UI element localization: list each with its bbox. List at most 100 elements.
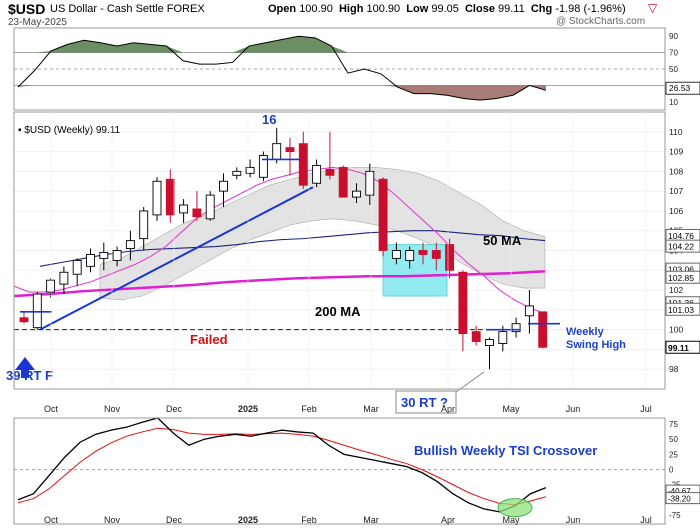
label-50ma: 50 MA [483,233,522,248]
low-value: 99.05 [431,3,459,15]
price-x-label: Jun [566,404,581,414]
price-x-label: Feb [301,404,317,414]
price-x-label: Oct [44,404,59,414]
label-failed: Failed [190,332,228,347]
candle-body [511,323,521,333]
price-panel-title: ▪ $USD (Weekly) 99.11 [18,125,121,136]
price-tick-label: 106 [669,206,683,216]
tsi-tick-label: 75 [669,420,678,429]
ma50-line [39,230,546,267]
candle-body [152,180,162,216]
price-band [99,167,546,301]
close-label: Close [464,3,495,15]
close-value: 99.11 [498,3,525,15]
tsi-x-label: Apr [441,515,455,525]
tsi-signal-line [17,427,547,506]
tsi-tick-label: 0 [669,465,674,474]
candle-body [99,252,109,259]
tsi-x-label: Jul [640,515,652,525]
price-tick-label: 107 [669,186,683,196]
tsi-tick-label: 50 [669,435,678,444]
price-tick-label: 109 [669,147,683,157]
fast-ma-line [13,166,546,315]
price-tick-label: 98 [669,364,679,374]
candle-body [192,208,202,218]
candle-body [391,250,401,259]
candle-body [365,170,375,196]
label-39rt: 39 RT F [6,368,53,383]
candle-body [405,250,415,261]
candle-body [485,339,494,346]
label-200ma: 200 MA [315,304,361,319]
candle-body [524,305,534,317]
price-value-box [665,239,700,253]
candle-body [219,180,228,192]
down-triangle-icon: ▽ [648,1,658,15]
price-tick-label: 102 [669,285,683,295]
chg-label: Chg [530,3,553,15]
chg-value: -1.98 (-1.96%) [555,3,626,15]
candle-body [445,244,455,271]
tsi-x-label: Nov [104,515,121,525]
price-value-label: 102.85 [668,273,694,283]
tsi-value-box [665,492,700,505]
instrument-name: US Dollar - Cash Settle FOREX [50,3,205,15]
price-x-label: 2025 [238,404,258,414]
high-label: High [338,3,364,15]
candle-body [312,164,322,184]
price-panel-frame [13,111,666,390]
open-label: Open [268,3,297,15]
tsi-x-label: Oct [44,515,59,525]
candle-body [471,331,481,342]
high-value: 100.90 [366,3,401,15]
top-current-box [665,81,700,95]
candle-body [59,271,69,285]
tsi-x-label: Jun [566,515,581,525]
label-30rt: 30 RT ? [401,395,448,410]
candle-body [86,254,95,267]
ohlc-bar: Open 100.90 High 100.90 Low 99.05 Close … [268,3,626,15]
label-weekly: Weekly [566,326,605,338]
chart-date: 23-May-2025 [8,17,67,28]
price-tick-label: 110 [669,127,683,137]
symbol: $USD [8,1,46,17]
candle-body [325,168,335,176]
price-value-box [665,340,700,354]
candle-body [232,170,242,176]
candle-body [245,166,255,174]
price-x-label: Dec [166,404,183,414]
crossover-highlight [497,498,533,518]
candle-body [179,204,189,214]
top-panel-frame [13,27,666,111]
candle-body [378,178,388,251]
price-value-label: 101.03 [668,305,694,315]
top-current-value: 26.53 [669,83,691,93]
candle-body [285,147,295,153]
up-arrow-icon [15,357,35,378]
price-x-label: Mar [363,404,379,414]
open-value: 100.90 [299,3,333,15]
candle-body [72,259,82,275]
label-16: 16 [262,112,276,127]
instrument-title: US Dollar - Cash Settle [50,3,164,15]
price-value-label: 99.11 [668,343,689,353]
price-value-label: 103.06 [668,265,694,275]
candle-body [298,143,308,186]
label-swing-high: Swing High [566,339,626,351]
candle-body [32,293,42,329]
candle-body [125,240,135,249]
ma200-line [13,270,546,298]
candle-body [112,250,122,261]
candle-body [431,250,441,259]
top-oversold-fill [18,85,546,101]
exchange: FOREX [166,3,205,15]
tsi-x-label: 2025 [238,515,258,525]
price-tick-label: 108 [669,166,683,176]
price-panel: 1101091081071061051041031021011009998▪ $… [6,112,700,414]
price-value-label: 104.22 [668,242,694,252]
candle-body [352,190,361,198]
top-tick-label: 90 [669,32,678,41]
candle-body [205,194,215,220]
